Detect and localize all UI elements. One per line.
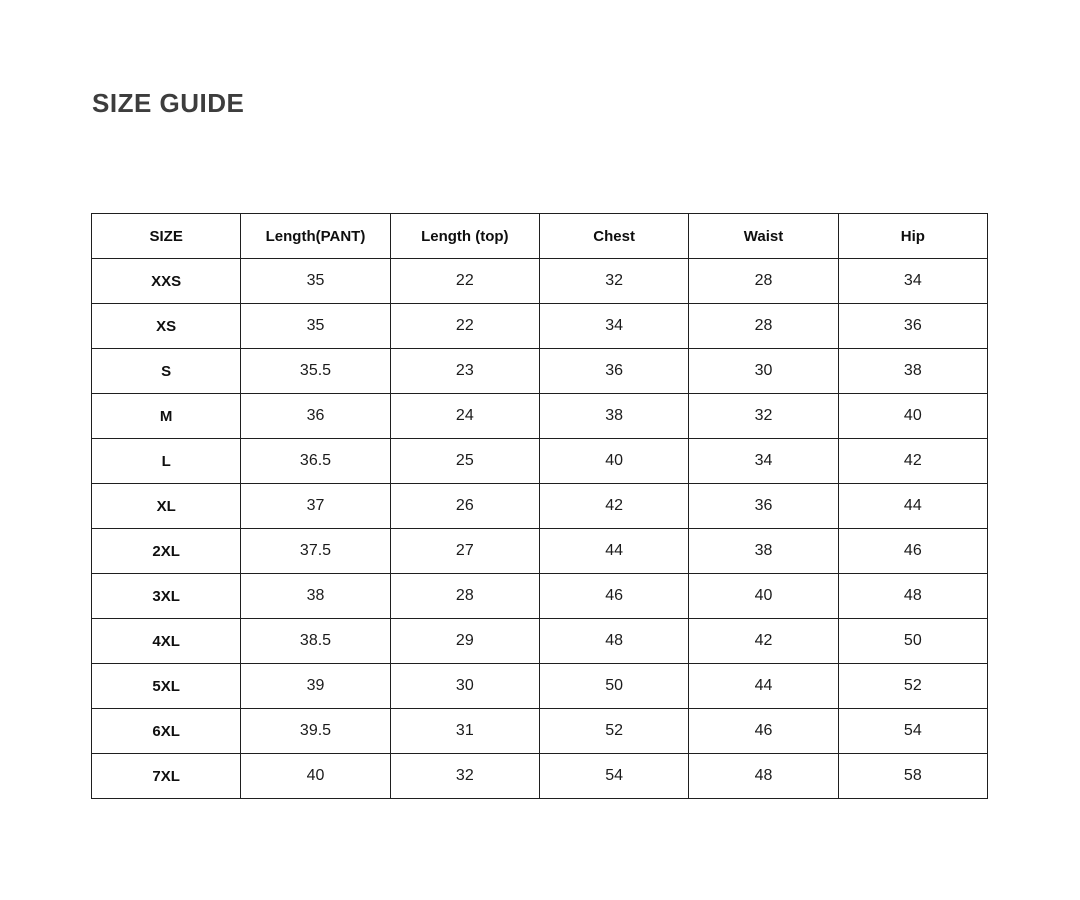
- measurement-cell: 39.5: [240, 708, 391, 754]
- measurement-cell: 29: [389, 618, 540, 664]
- measurement-cell: 36: [240, 393, 391, 439]
- measurement-cell: 27: [389, 528, 540, 574]
- measurement-cell: 46: [837, 528, 989, 574]
- measurement-cell: 22: [389, 258, 540, 304]
- size-label-cell: 5XL: [90, 663, 242, 709]
- measurement-cell: 52: [837, 663, 989, 709]
- measurement-cell: 44: [837, 483, 989, 529]
- column-header: SIZE: [90, 213, 242, 259]
- size-label-cell: 6XL: [90, 708, 242, 754]
- size-label-cell: XXS: [90, 258, 242, 304]
- table-row: S 35.5 23 36 30 38: [90, 348, 989, 394]
- measurement-cell: 42: [837, 438, 989, 484]
- measurement-cell: 30: [389, 663, 540, 709]
- table-row: 5XL 39 30 50 44 52: [90, 663, 989, 709]
- measurement-cell: 42: [538, 483, 690, 529]
- measurement-cell: 35: [240, 258, 391, 304]
- table-row: 3XL 38 28 46 40 48: [90, 573, 989, 619]
- measurement-cell: 48: [837, 573, 989, 619]
- measurement-cell: 46: [688, 708, 839, 754]
- measurement-cell: 38: [538, 393, 690, 439]
- measurement-cell: 52: [538, 708, 690, 754]
- measurement-cell: 44: [688, 663, 839, 709]
- size-label-cell: S: [90, 348, 242, 394]
- measurement-cell: 39: [240, 663, 391, 709]
- measurement-cell: 30: [688, 348, 839, 394]
- size-label-cell: L: [90, 438, 242, 484]
- measurement-cell: 58: [837, 753, 989, 799]
- measurement-cell: 38: [837, 348, 989, 394]
- measurement-cell: 36: [837, 303, 989, 349]
- measurement-cell: 28: [389, 573, 540, 619]
- measurement-cell: 38.5: [240, 618, 391, 664]
- table-row: L 36.5 25 40 34 42: [90, 438, 989, 484]
- table-body: XXS 35 22 32 28 34 XS 35 22 34 28 36 S 35.5 23 36 30 38 M 3…: [90, 258, 989, 799]
- measurement-cell: 42: [688, 618, 839, 664]
- measurement-cell: 48: [538, 618, 690, 664]
- measurement-cell: 25: [389, 438, 540, 484]
- measurement-cell: 31: [389, 708, 540, 754]
- measurement-cell: 38: [688, 528, 839, 574]
- measurement-cell: 50: [538, 663, 690, 709]
- column-header: Chest: [538, 213, 690, 259]
- measurement-cell: 37.5: [240, 528, 391, 574]
- size-label-cell: 3XL: [90, 573, 242, 619]
- measurement-cell: 36.5: [240, 438, 391, 484]
- measurement-cell: 40: [538, 438, 690, 484]
- measurement-cell: 37: [240, 483, 391, 529]
- table-row: XS 35 22 34 28 36: [90, 303, 989, 349]
- measurement-cell: 34: [688, 438, 839, 484]
- measurement-cell: 34: [538, 303, 690, 349]
- measurement-cell: 28: [688, 258, 839, 304]
- measurement-cell: 46: [538, 573, 690, 619]
- column-header: Waist: [688, 213, 839, 259]
- measurement-cell: 24: [389, 393, 540, 439]
- measurement-cell: 28: [688, 303, 839, 349]
- table-row: XXS 35 22 32 28 34: [90, 258, 989, 304]
- page-title: SIZE GUIDE: [92, 88, 245, 118]
- measurement-cell: 38: [240, 573, 391, 619]
- measurement-cell: 54: [538, 753, 690, 799]
- column-header: Hip: [837, 213, 989, 259]
- size-label-cell: M: [90, 393, 242, 439]
- measurement-cell: 26: [389, 483, 540, 529]
- size-label-cell: XS: [90, 303, 242, 349]
- size-label-cell: 2XL: [90, 528, 242, 574]
- measurement-cell: 32: [538, 258, 690, 304]
- measurement-cell: 36: [538, 348, 690, 394]
- measurement-cell: 40: [837, 393, 989, 439]
- table-row: M 36 24 38 32 40: [90, 393, 989, 439]
- measurement-cell: 22: [389, 303, 540, 349]
- measurement-cell: 23: [389, 348, 540, 394]
- table-row: 6XL 39.5 31 52 46 54: [90, 708, 989, 754]
- measurement-cell: 40: [240, 753, 391, 799]
- size-guide-table: SIZE Length(PANT) Length (top) Chest Waist Hi…: [90, 213, 989, 799]
- measurement-cell: 35: [240, 303, 391, 349]
- size-label-cell: XL: [90, 483, 242, 529]
- size-label-cell: 7XL: [90, 753, 242, 799]
- table-header: SIZE Length(PANT) Length (top) Chest Waist Hi…: [90, 213, 989, 259]
- measurement-cell: 48: [688, 753, 839, 799]
- measurement-cell: 50: [837, 618, 989, 664]
- table-row: 2XL 37.5 27 44 38 46: [90, 528, 989, 574]
- measurement-cell: 32: [389, 753, 540, 799]
- size-label-cell: 4XL: [90, 618, 242, 664]
- measurement-cell: 36: [688, 483, 839, 529]
- table-row: XL 37 26 42 36 44: [90, 483, 989, 529]
- table-row: 4XL 38.5 29 48 42 50: [90, 618, 989, 664]
- measurement-cell: 35.5: [240, 348, 391, 394]
- column-header: Length (top): [389, 213, 540, 259]
- measurement-cell: 44: [538, 528, 690, 574]
- measurement-cell: 40: [688, 573, 839, 619]
- column-header: Length(PANT): [240, 213, 391, 259]
- table-header-row: SIZE Length(PANT) Length (top) Chest Waist Hi…: [90, 213, 989, 259]
- measurement-cell: 34: [837, 258, 989, 304]
- measurement-cell: 54: [837, 708, 989, 754]
- table-row: 7XL 40 32 54 48 58: [90, 753, 989, 799]
- measurement-cell: 32: [688, 393, 839, 439]
